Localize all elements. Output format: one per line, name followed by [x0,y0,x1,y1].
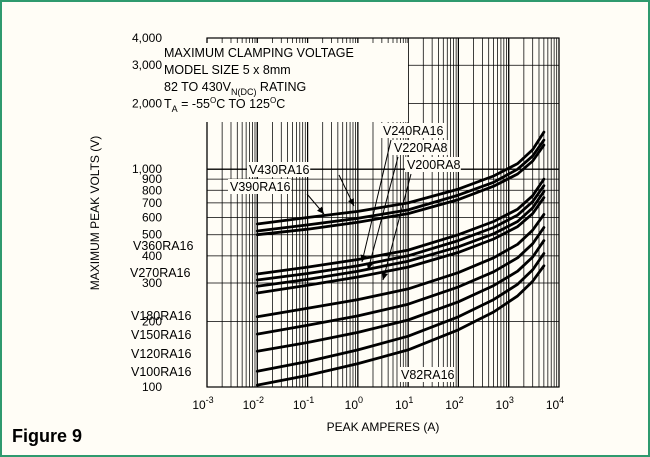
series-label-v120ra16: V120RA16 [131,347,192,361]
series-label-v220ra8: V220RA8 [394,141,448,155]
series-line-v120ra16 [255,239,546,353]
y-tick-label: 300 [142,276,162,290]
series-label-bg [128,265,192,280]
series-label-v390ra16: V390RA16 [230,180,291,194]
series-label-bg [405,157,461,172]
annotation-background [160,43,408,122]
series-label-v200ra8: V200RA8 [407,158,461,172]
label-arrowhead [317,206,324,214]
series-line-v100ra16 [255,252,546,373]
annotation-box: MAXIMUM CLAMPING VOLTAGE MODEL SIZE 5 x 8… [160,43,408,122]
series-label-v430ra16: V430RA16 [249,163,310,177]
series-line-v360ra16 [255,143,546,237]
y-axis-label: MAXIMUM PEAK VOLTS (V) [88,136,102,290]
series-label-v270ra16: V270RA16 [130,266,191,280]
series-label-bg [228,179,292,194]
x-axis-label: PEAK AMPERES (A) [327,420,440,434]
series-label-bg [129,364,193,379]
y-tick-label: 1,000 [132,162,162,176]
label-arrowhead [381,272,388,280]
x-tick-label: 10-1 [293,395,314,412]
label-arrowhead [360,254,367,262]
series-label-v82ra16: V82RA16 [401,368,455,382]
x-tick-label: 104 [546,395,564,412]
series-line-v82ra16 [255,264,546,387]
y-tick-label: 100 [142,380,162,394]
series-label-bg [399,367,455,382]
y-tick-label: 900 [142,172,162,186]
series-line-v270ra16 [255,196,546,295]
series-line-v150ra16 [255,226,546,336]
y-tick-label: 800 [142,183,162,197]
label-arrowhead [348,198,354,206]
annotation-line: MAXIMUM CLAMPING VOLTAGE [164,46,354,60]
series-line-v180ra16 [255,213,546,319]
series-label-bg [247,162,311,177]
x-tick-label: 103 [496,395,514,412]
series-label-v240ra16: V240RA16 [383,124,444,138]
y-tick-label: 4,000 [132,31,162,45]
x-tick-label: 102 [445,395,463,412]
annotation-line: TA = -55OC TO 125OC [164,96,285,114]
series-label-bg [381,123,445,138]
label-arrowhead [366,262,373,270]
series-line-v200ra8 [255,190,546,288]
series-line-v240ra16 [255,177,546,276]
x-tick-label: 101 [395,395,413,412]
tick-labels: 10-3 10-2 10-1 100 101 102 103 104 4,000 3,000 2,0… [132,31,564,412]
y-tick-label: 500 [142,228,162,242]
series-label-bg [392,140,448,155]
x-tick-label: 10-3 [192,395,213,412]
label-leader-line [361,139,392,263]
series-label-v360ra16: V360RA16 [133,239,194,253]
series-line-v430ra16 [255,130,546,226]
annotation-line: MODEL SIZE 5 x 8mm [164,63,291,77]
x-tick-label: 10-2 [243,395,264,412]
series-line-v220ra8 [255,184,546,282]
y-tick-label: 200 [142,314,162,328]
figure-caption: Figure 9 [12,426,83,446]
series-label-v180ra16: V180RA16 [131,309,192,323]
label-leader-line [367,156,399,271]
series-label-bg [129,327,193,342]
curves [255,130,546,387]
series-line-v390ra16 [255,138,546,233]
label-leader-line [382,173,412,281]
y-tick-label: 400 [142,249,162,263]
x-tick-label: 100 [345,395,363,412]
series-label-bg [131,238,195,253]
y-tick-label: 600 [142,210,162,224]
curve-labels: V430RA16 V390RA16 V360RA16 V240RA16 V220RA8 V… [128,123,461,382]
y-tick-label: 700 [142,196,162,210]
series-label-v150ra16: V150RA16 [131,328,192,342]
annotation-line: 82 TO 430VN(DC) RATING [164,80,306,97]
plot-border [206,37,560,388]
y-tick-label: 3,000 [132,58,162,72]
series-label-bg [129,346,193,361]
y-tick-label: 2,000 [132,97,162,111]
series-label-bg [129,308,193,323]
series-label-v100ra16: V100RA16 [131,365,192,379]
